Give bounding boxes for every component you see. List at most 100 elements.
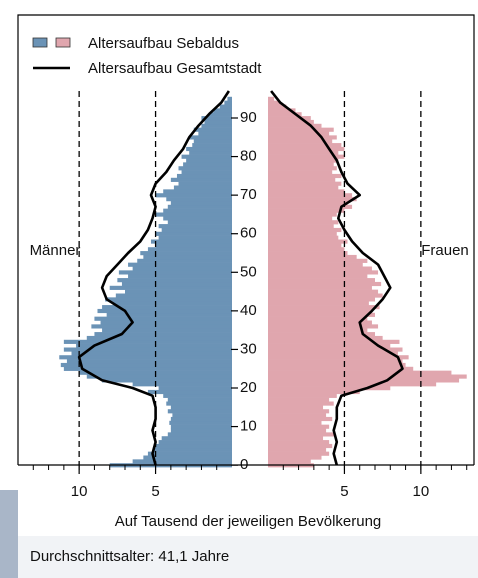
female-bar [268, 146, 345, 152]
female-bar [268, 405, 324, 410]
male-bar [192, 143, 232, 148]
male-bar [71, 351, 232, 356]
male-bar [204, 119, 232, 125]
female-bar [268, 397, 330, 402]
male-bar [158, 235, 232, 240]
male-bar [178, 181, 232, 186]
female-bar [268, 428, 327, 433]
female-bar [268, 386, 391, 391]
female-bar [268, 401, 334, 406]
male-bar [63, 366, 232, 371]
male-bar [155, 212, 232, 217]
x-tick-label: 10 [413, 483, 430, 500]
female-bar [268, 185, 339, 190]
male-bar [121, 281, 232, 287]
male-bar [102, 378, 232, 383]
female-bar [268, 162, 334, 167]
male-bar [155, 231, 232, 236]
female-bar [268, 150, 339, 155]
female-bar [268, 216, 333, 221]
female-bar [268, 278, 375, 283]
female-bar [268, 158, 339, 163]
female-bar [268, 324, 379, 329]
male-bar [209, 112, 232, 117]
female-bar [268, 177, 336, 182]
x-tick-label: 5 [151, 483, 159, 500]
y-tick-label: 60 [240, 225, 257, 242]
male-bar [181, 170, 232, 175]
female-bar [268, 112, 302, 117]
male-bar [140, 251, 232, 256]
female-bar [268, 366, 414, 371]
female-bar [268, 170, 333, 175]
male-bar [132, 459, 232, 464]
female-bar [268, 224, 334, 229]
legend-label: Altersaufbau Gesamtstadt [88, 60, 262, 77]
y-tick-label: 50 [240, 263, 257, 280]
female-bar [268, 173, 342, 179]
male-bar [86, 335, 233, 341]
legend-swatch [32, 37, 48, 48]
female-bar [268, 270, 379, 275]
male-bar [125, 289, 232, 294]
male-bar [105, 297, 232, 302]
female-bar [268, 204, 353, 209]
male-bar [189, 150, 232, 155]
male-bar [170, 200, 232, 206]
side-strip [0, 490, 18, 578]
male-bar [147, 451, 232, 456]
female-bar [268, 301, 369, 306]
male-bar [161, 436, 232, 441]
male-bar [201, 116, 232, 121]
male-bar [109, 285, 232, 290]
female-bar [268, 227, 342, 233]
male-bar [163, 216, 232, 221]
y-tick-label: 20 [240, 379, 257, 396]
male-bar [66, 359, 233, 364]
male-bar [97, 308, 232, 314]
male-bar [163, 393, 232, 398]
male-bar [158, 440, 232, 445]
male-bar [176, 173, 232, 179]
female-bar [268, 443, 333, 449]
male-bar [167, 432, 232, 437]
female-bar [268, 100, 281, 105]
x-tick-label: 5 [340, 483, 348, 500]
male-bar [170, 424, 232, 429]
female-bar [268, 305, 380, 310]
male-bar [167, 220, 232, 225]
male-bar [128, 274, 232, 279]
male-bar [186, 146, 232, 152]
female-bar [268, 247, 345, 252]
female-bar [268, 436, 324, 441]
male-bar [152, 447, 232, 452]
male-bar [102, 328, 232, 333]
male-bar [173, 185, 232, 190]
female-bar [268, 123, 322, 128]
female-bar [268, 451, 330, 456]
male-bar [63, 339, 232, 344]
male-bar [158, 386, 232, 391]
y-tick-label: 30 [240, 340, 257, 357]
left-label: Männer [30, 242, 81, 259]
female-bar [268, 382, 437, 387]
female-bar [268, 166, 337, 171]
female-bar [268, 413, 327, 418]
male-bar [166, 197, 232, 202]
y-tick-label: 70 [240, 186, 257, 203]
male-bar [94, 316, 232, 321]
male-bar [60, 362, 232, 368]
male-bar [178, 166, 232, 171]
female-bar [268, 343, 391, 348]
female-bar [268, 455, 322, 460]
male-bar [224, 100, 232, 105]
male-bar [193, 139, 232, 144]
male-bar [189, 135, 232, 140]
female-bar [268, 104, 287, 109]
female-bar [268, 312, 375, 317]
female-bar [268, 135, 337, 140]
female-bar [268, 231, 337, 236]
x-axis-label: Auf Tausend der jeweiligen Bevölkerung [115, 513, 382, 530]
female-bar [268, 424, 330, 429]
female-bar [268, 328, 368, 333]
